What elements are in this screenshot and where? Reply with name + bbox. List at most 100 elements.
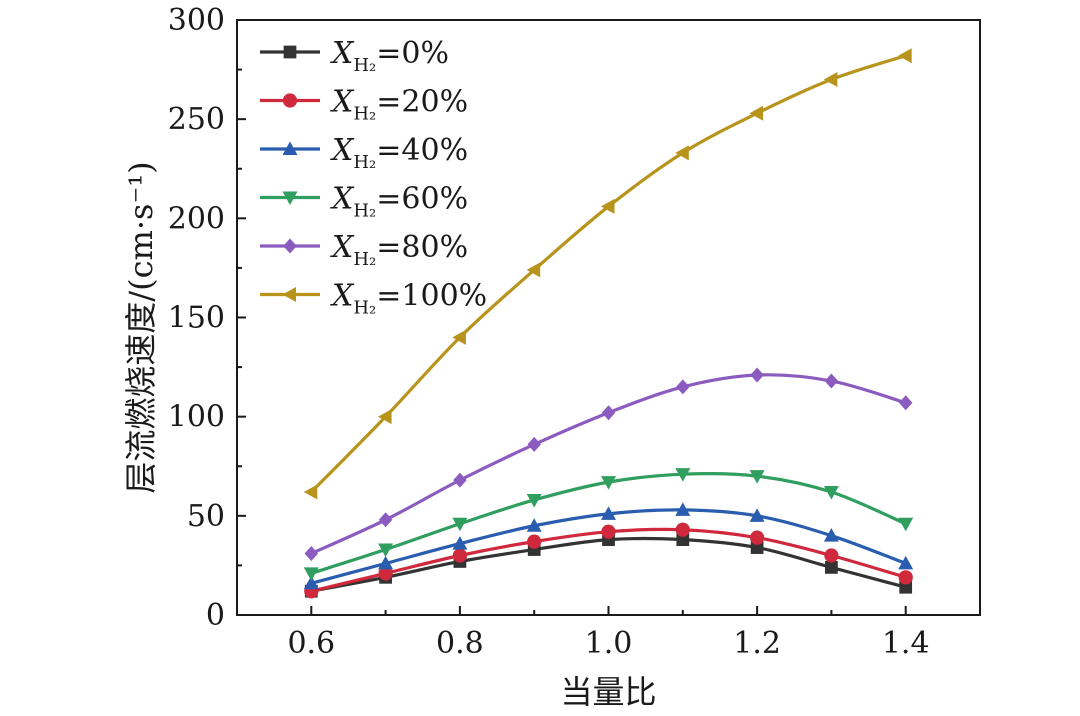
data-point-2-4 [601,506,616,520]
data-point-5-1 [378,409,392,425]
legend-series-name: =0% [376,36,449,71]
data-point-1-1 [378,566,393,581]
data-point-1-5 [675,522,690,537]
legend-label: XH₂=60% [330,182,468,222]
legend-subscript: H₂ [353,298,376,319]
data-point-4-7 [824,373,839,389]
data-point-5-3 [526,262,541,278]
series-4 [304,367,913,562]
legend-marker [283,238,297,254]
data-point-2-2 [452,536,468,550]
legend-subscript: H₂ [353,201,376,222]
data-point-1-4 [601,524,616,539]
legend-var: X [330,279,355,314]
data-point-1-6 [749,530,765,545]
data-point-1-2 [452,548,468,563]
legend-var: X [330,182,355,217]
data-point-2-6 [749,508,765,522]
y-tick-label: 100 [168,400,225,435]
series-2 [303,502,914,590]
legend: XH₂=0%XH₂=20%XH₂=40%XH₂=60%XH₂=80%XH₂=10… [260,36,487,319]
legend-entry-0: XH₂=0% [260,36,449,76]
series-line-0 [311,536,907,593]
data-point-2-1 [378,555,394,570]
series-line-5 [310,54,907,494]
data-point-1-8 [898,570,913,585]
plot-area [303,48,914,599]
y-tick-label: 250 [168,102,225,137]
legend-var: X [330,36,355,71]
series-3 [303,468,914,581]
series-0 [304,533,913,598]
data-point-3-6 [749,470,765,484]
series-5 [303,48,912,500]
data-point-3-4 [601,476,616,490]
data-point-5-2 [452,329,466,345]
data-point-4-1 [378,512,393,528]
legend-entry-3: XH₂=60% [260,182,468,222]
y-tick-label: 300 [168,3,225,38]
data-point-3-3 [526,493,542,508]
data-point-2-7 [823,528,839,542]
data-point-0-8 [899,580,913,594]
data-point-1-3 [527,534,542,549]
legend-entry-5: XH₂=100% [260,279,487,319]
data-point-2-0 [303,575,319,590]
legend-label: XH₂=100% [330,279,487,319]
legend-label: XH₂=20% [330,85,468,125]
data-point-3-1 [378,543,394,558]
legend-subscript: H₂ [353,152,376,173]
legend-series-name: =80% [376,230,468,265]
data-point-4-0 [304,546,319,562]
legend-var: X [330,85,355,120]
legend-entry-2: XH₂=40% [260,133,468,173]
x-axis-label: 当量比 [560,673,656,711]
data-point-4-2 [453,472,467,488]
y-tick-label: 0 [206,598,225,633]
data-point-5-8 [898,48,912,64]
legend-series-name: =40% [376,133,468,168]
data-point-4-8 [898,395,913,411]
x-tick-label: 0.6 [287,626,335,661]
series-1 [304,522,913,599]
x-tick-label: 1.0 [585,626,633,661]
legend-var: X [330,133,355,168]
x-tick-label: 1.2 [733,626,781,661]
legend-var: X [330,230,355,265]
legend-entry-4: XH₂=80% [260,230,468,270]
data-point-3-0 [303,567,319,581]
y-tick-label: 50 [187,499,225,534]
data-point-4-6 [750,367,764,383]
data-point-3-7 [823,486,839,500]
series-line-2 [310,508,907,585]
legend-series-name: =20% [376,85,468,120]
data-point-3-2 [452,517,468,532]
legend-subscript: H₂ [353,249,376,270]
data-point-0-7 [825,561,838,574]
legend-series-name: =60% [376,182,468,217]
legend-subscript: H₂ [353,55,376,76]
data-point-3-8 [898,517,914,532]
data-point-0-5 [676,533,690,547]
axes: 0.6 0.8 1.0 1.2 1.4 0 50 100 150 200 250 300 [168,3,981,661]
y-tick-label: 200 [168,201,225,236]
data-point-4-5 [676,379,690,395]
y-tick-label: 150 [168,301,225,336]
data-point-5-0 [303,484,318,500]
x-tick-label: 1.4 [882,626,930,661]
y-axis-label: 层流燃烧速度/(cm·s⁻¹) [122,161,160,493]
data-point-4-4 [601,405,616,421]
data-point-5-7 [823,72,838,87]
legend-label: XH₂=80% [330,230,468,270]
data-point-3-5 [675,468,691,482]
legend-marker [283,45,297,59]
legend-label: XH₂=0% [330,36,449,76]
legend-subscript: H₂ [353,104,376,125]
legend-entry-1: XH₂=20% [260,85,468,125]
legend-marker [282,141,298,155]
data-point-5-4 [601,198,615,214]
data-point-5-5 [675,145,689,161]
data-point-2-5 [675,502,691,516]
legend-series-name: =100% [376,279,487,314]
